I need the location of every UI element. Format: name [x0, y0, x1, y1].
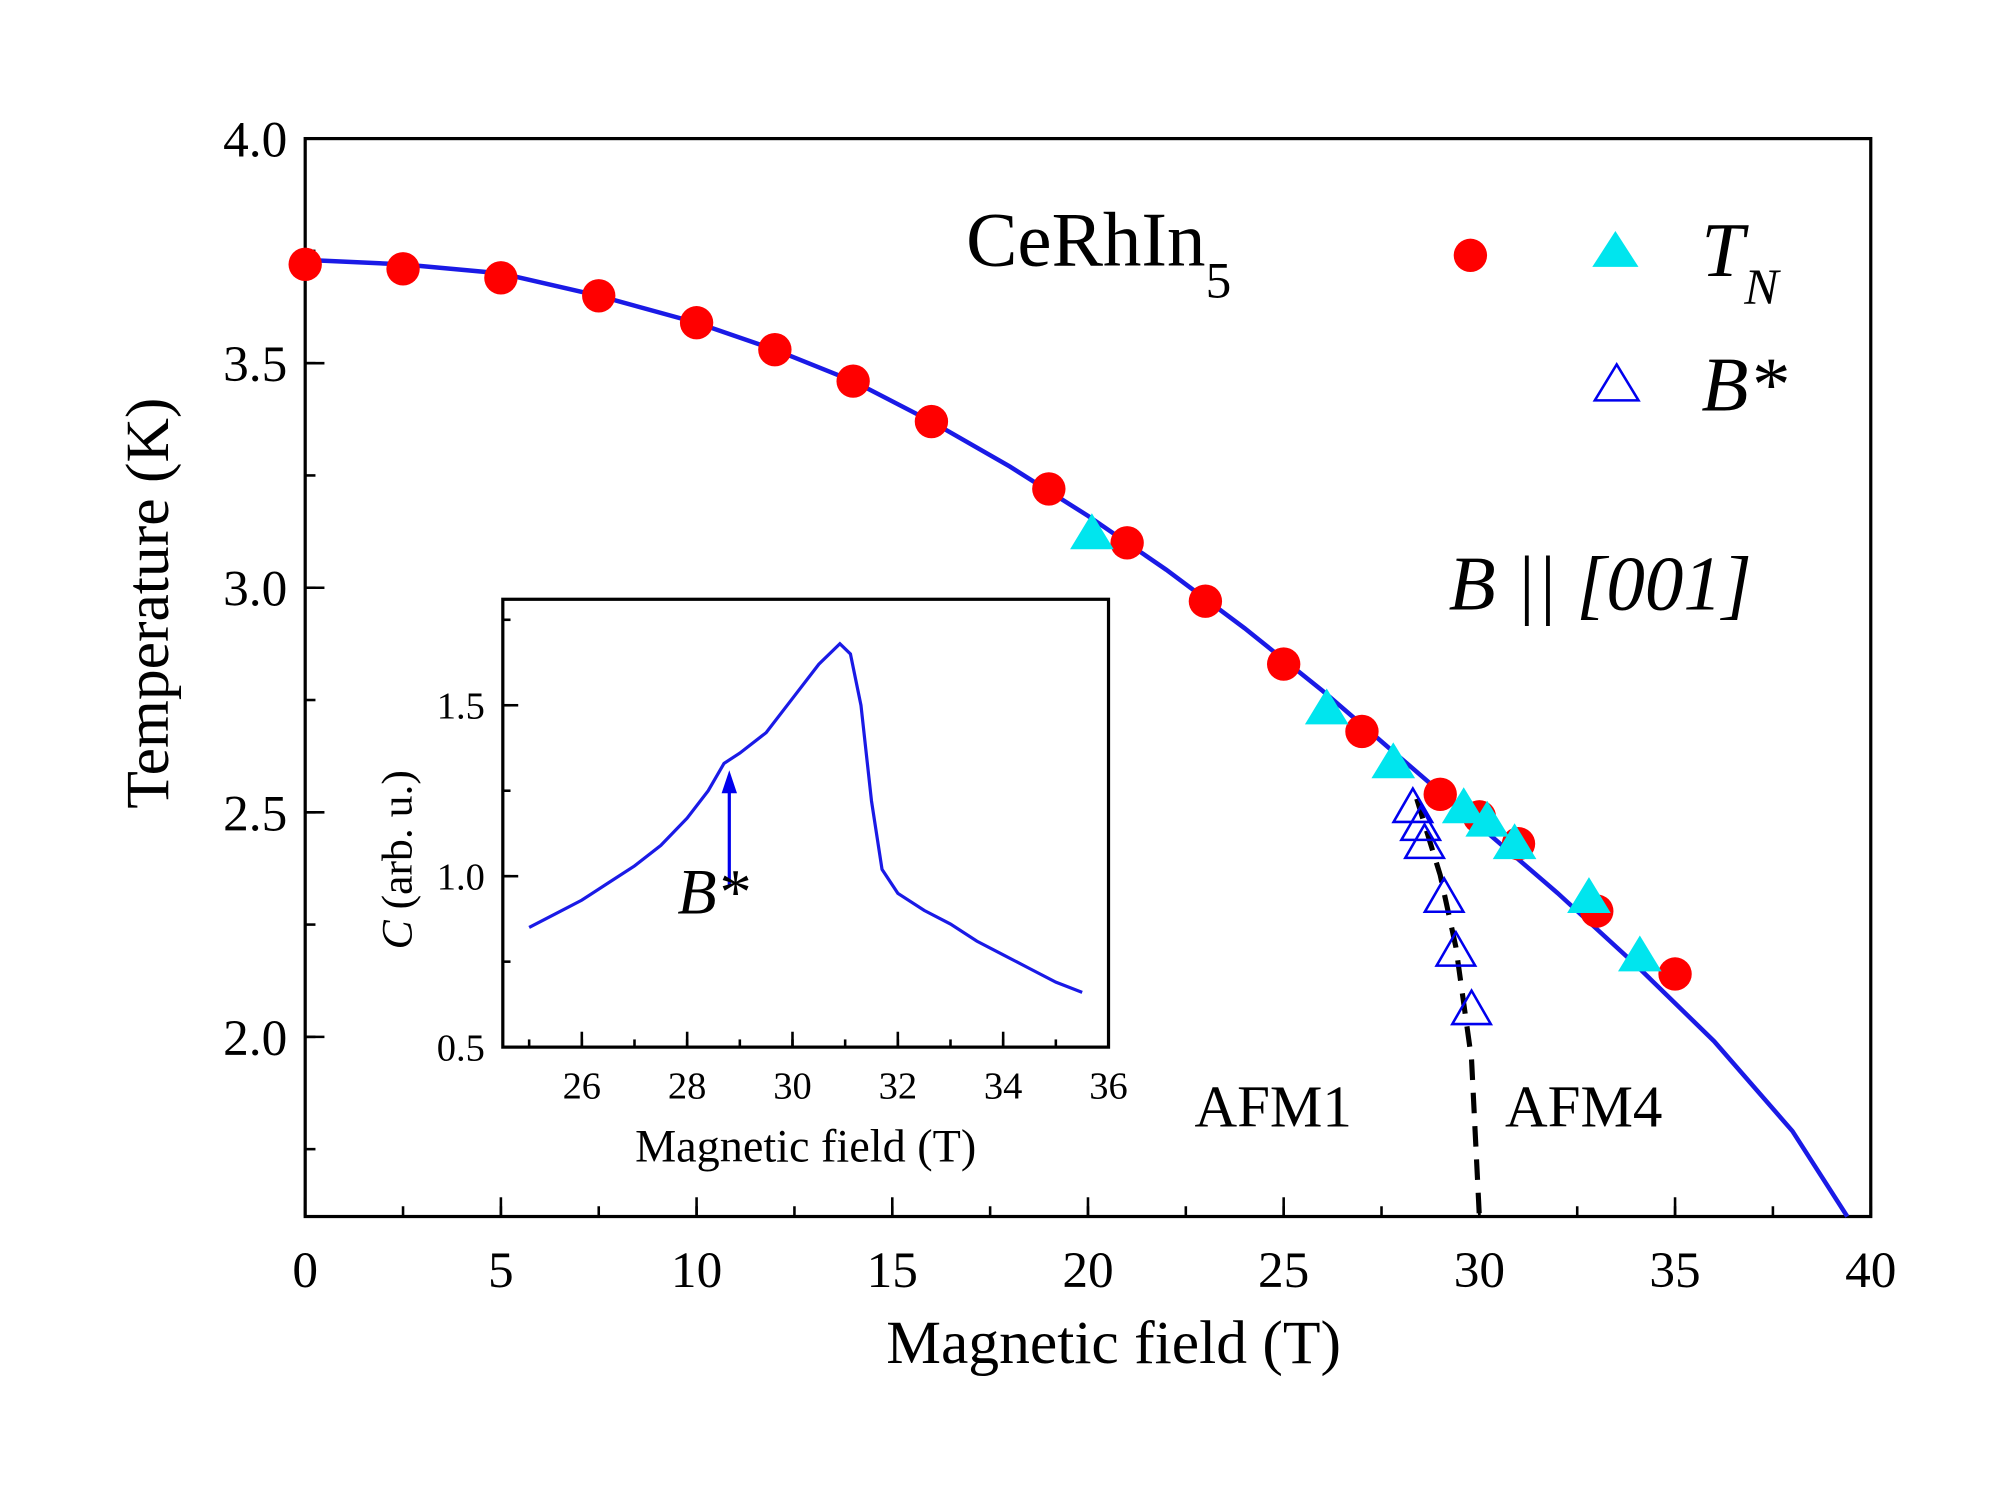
y-tick-label: 1.0 [437, 857, 485, 899]
tn-circle-point [1423, 777, 1457, 812]
x-tick-label: 35 [1649, 1242, 1700, 1299]
y-axis-label: Temperature (K) [114, 398, 182, 809]
tn-triangle-point [1618, 935, 1662, 972]
y-tick-label: 3.0 [223, 561, 287, 618]
legend-bstar-label: B* [1701, 342, 1787, 428]
x-tick-label: 30 [1454, 1242, 1505, 1299]
y-tick-label: 2.5 [223, 785, 287, 842]
tn-circle-point [484, 261, 518, 295]
inset-heat-capacity-curve [528, 641, 1083, 994]
tn-circle-point [288, 247, 322, 282]
tn-circle-point [914, 404, 949, 439]
bstar-open-triangle-point [1434, 929, 1478, 967]
x-axis-label: Magnetic field (T) [886, 1309, 1341, 1377]
tn-triangle-point [1465, 800, 1510, 837]
inset-x-axis-label: Magnetic field (T) [635, 1120, 976, 1171]
plot-frame [501, 597, 1111, 1049]
bstar-open-triangle-point [1450, 988, 1494, 1026]
tn-triangle-point [1070, 513, 1114, 550]
x-tick-label: 15 [867, 1242, 918, 1299]
tn-circle-point [1110, 526, 1144, 560]
x-tick-label: 26 [563, 1065, 601, 1107]
phase-label-afm4: AFM4 [1505, 1074, 1662, 1140]
legend-circle-marker [1453, 238, 1488, 273]
x-tick-label: 28 [668, 1065, 706, 1107]
tn-circle-point [1345, 714, 1379, 749]
phase-label-afm1: AFM1 [1194, 1074, 1351, 1140]
x-tick-label: 25 [1258, 1242, 1309, 1299]
legend-open-triangle-marker [1592, 361, 1641, 402]
y-tick-label: 4.0 [223, 112, 287, 169]
tn-triangle-point [1371, 742, 1416, 779]
tn-circle-point [836, 364, 870, 398]
x-tick-label: 34 [984, 1065, 1022, 1107]
x-tick-label: 32 [879, 1065, 917, 1107]
y-tick-label: 2.0 [223, 1010, 287, 1067]
bstar-open-triangle-point [1422, 875, 1466, 914]
tn-circle-point [679, 306, 714, 340]
inset-plot: 26 28 30 32 34 36 0.5 1.0 1.5 [437, 597, 1128, 1107]
x-tick-label: 40 [1845, 1242, 1896, 1299]
tn-circle-point [1658, 957, 1692, 991]
y-tick-label: 1.5 [437, 686, 485, 728]
x-tick-label: 36 [1089, 1065, 1127, 1107]
legend-tn-label: TN [1701, 207, 1781, 316]
tn-circle-point [1188, 584, 1223, 618]
tn-circle-point [758, 333, 792, 367]
x-tick-label: 0 [292, 1242, 318, 1299]
tn-triangle-point [1304, 688, 1349, 725]
tn-circle-point [386, 252, 420, 286]
legend-triangle-marker [1592, 230, 1639, 267]
x-tick-label: 5 [488, 1242, 514, 1299]
tn-triangle-point [1492, 823, 1537, 860]
y-tick-label: 0.5 [437, 1028, 485, 1070]
bstar-open-triangle-point [1403, 821, 1447, 860]
tn-circle-point [582, 279, 616, 313]
x-tick-label: 30 [773, 1065, 811, 1107]
tn-circle-point [1032, 472, 1066, 506]
bstar-arrow-head [721, 770, 737, 794]
tn-circle-point [1266, 647, 1301, 681]
tn-triangle-point [1567, 877, 1611, 914]
inset-bstar-label: B* [677, 857, 749, 928]
bstar-open-triangle-point [1399, 803, 1443, 842]
field-direction-label: B || [001] [1449, 541, 1752, 627]
x-tick-label: 20 [1062, 1242, 1113, 1299]
tn-triangle-point [1441, 787, 1486, 824]
legend: TN B* [1453, 207, 1787, 428]
x-tick-label: 10 [671, 1242, 722, 1299]
phase-boundary-dashed-line [1414, 798, 1482, 1217]
y-tick-label: 3.5 [223, 336, 287, 393]
inset-y-axis-label: C (arb. u.) [374, 770, 422, 949]
compound-label: CeRhIn5 [966, 197, 1231, 310]
